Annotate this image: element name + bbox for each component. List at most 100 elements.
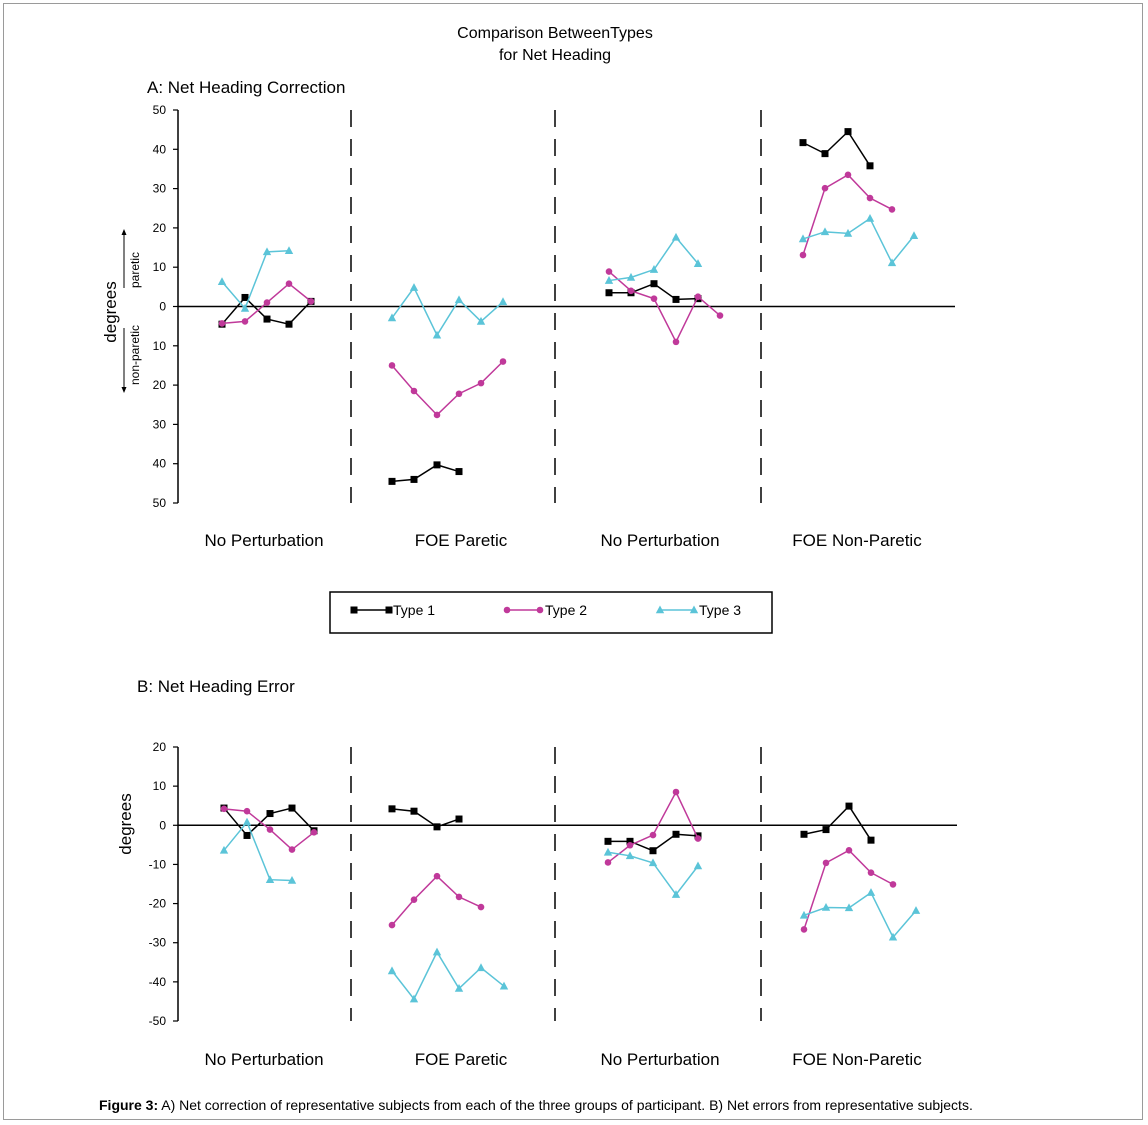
data-point-type-3 (887, 258, 897, 267)
data-point-type-1 (433, 823, 441, 831)
data-point-type-3 (648, 858, 658, 867)
data-point-type-3 (387, 966, 397, 975)
data-point-type-1 (822, 826, 830, 834)
data-point-type-1 (266, 810, 274, 818)
data-point-type-2 (433, 872, 441, 880)
legend-label-type-3: Type 3 (699, 602, 741, 618)
data-point-type-2 (388, 362, 396, 369)
data-point-type-3 (626, 272, 636, 281)
data-point-type-1 (844, 128, 852, 136)
arrow-down-head (121, 387, 127, 393)
data-point-type-2 (220, 805, 228, 813)
group-label: No Perturbation (600, 1050, 719, 1069)
data-point-type-2 (477, 903, 485, 911)
y-tick-label: 10 (153, 779, 167, 793)
data-point-type-3 (820, 227, 830, 236)
data-point-type-2 (866, 194, 874, 202)
data-point-type-2 (649, 831, 657, 839)
direction-label-non-paretic: non-paretic (128, 325, 142, 385)
y-tick-label: -40 (149, 975, 167, 989)
data-point-type-3 (888, 932, 898, 941)
data-point-type-2 (266, 826, 274, 833)
data-point-type-1 (288, 804, 296, 812)
data-point-type-1 (604, 837, 612, 845)
y-tick-label: 40 (153, 457, 167, 471)
data-point-type-2 (604, 859, 612, 866)
data-point-type-2 (799, 251, 807, 259)
data-point-type-3 (409, 283, 419, 291)
data-point-type-3 (798, 234, 808, 243)
arrow-up-head (121, 229, 127, 235)
data-point-type-3 (604, 276, 614, 284)
legend-marker-type-2 (503, 606, 511, 614)
data-point-type-1 (672, 295, 680, 303)
data-point-type-3 (603, 847, 613, 856)
series-line-type-1 (391, 464, 460, 483)
data-point-type-1 (433, 461, 441, 469)
data-point-type-3 (454, 295, 464, 304)
series-line-type-2 (391, 875, 482, 926)
data-point-type-3 (265, 875, 275, 883)
series-line-type-1 (802, 130, 871, 167)
data-point-type-3 (219, 845, 229, 854)
y-tick-label: 10 (153, 339, 167, 353)
series-line-type-1 (803, 804, 872, 841)
data-point-type-1 (243, 831, 251, 839)
data-point-type-2 (605, 268, 613, 275)
y-tick-label: -30 (149, 936, 167, 950)
data-point-type-3 (476, 963, 486, 972)
group-label: FOE Paretic (415, 1050, 508, 1069)
data-point-type-2 (821, 184, 829, 192)
group-label: FOE Non-Paretic (792, 1050, 922, 1069)
data-point-type-1 (821, 150, 829, 158)
data-point-type-1 (410, 807, 418, 815)
data-point-type-2 (694, 835, 702, 842)
data-point-type-1 (285, 320, 293, 328)
data-point-type-2 (800, 926, 808, 933)
data-point-type-1 (845, 802, 853, 810)
data-point-type-2 (672, 788, 680, 796)
data-point-type-1 (388, 477, 396, 485)
y-axis-label: degrees (101, 281, 120, 342)
data-point-type-2 (477, 379, 485, 387)
panel-title: A: Net Heading Correction (147, 78, 345, 97)
data-point-type-2 (716, 312, 724, 319)
legend-marker-type-3 (689, 605, 699, 614)
data-point-type-3 (671, 890, 681, 898)
data-point-type-2 (650, 295, 658, 302)
data-point-type-2 (845, 847, 853, 854)
data-point-type-3 (693, 259, 703, 267)
series-line-type-2 (608, 270, 721, 344)
data-point-type-2 (626, 841, 634, 849)
series-line-type-3 (223, 820, 293, 882)
data-point-type-2 (307, 298, 315, 305)
panel-b-net-heading-error: B: Net Heading Error 20 10 0 -10 -20 -30 -40 -50… (116, 677, 957, 1069)
series-line-type-3 (608, 236, 699, 282)
caption-text: A) Net correction of representative subj… (158, 1097, 973, 1113)
y-axis-label: degrees (116, 793, 135, 854)
data-point-type-1 (263, 315, 271, 323)
data-point-type-2 (243, 807, 251, 815)
data-point-type-2 (433, 411, 441, 419)
data-point-type-2 (694, 293, 702, 300)
legend-marker-type-1 (385, 606, 393, 614)
data-point-type-2 (499, 358, 507, 365)
group-label: No Perturbation (204, 1050, 323, 1069)
data-point-type-3 (240, 303, 250, 312)
data-point-type-3 (844, 903, 854, 912)
data-point-type-3 (217, 277, 227, 286)
data-point-type-2 (288, 846, 296, 853)
data-point-type-2 (310, 829, 318, 836)
data-point-type-2 (410, 896, 418, 903)
data-point-type-3 (498, 297, 508, 306)
series-line-type-2 (391, 360, 504, 417)
legend-label-type-1: Type 1 (393, 602, 435, 618)
series-line-type-2 (803, 849, 894, 930)
data-point-type-1 (866, 162, 874, 170)
series-line-type-3 (803, 891, 917, 939)
legend-label-type-2: Type 2 (545, 602, 587, 618)
data-point-type-2 (627, 287, 635, 295)
data-point-type-1 (672, 830, 680, 838)
data-point-type-3 (262, 247, 272, 256)
data-point-type-3 (649, 265, 659, 273)
